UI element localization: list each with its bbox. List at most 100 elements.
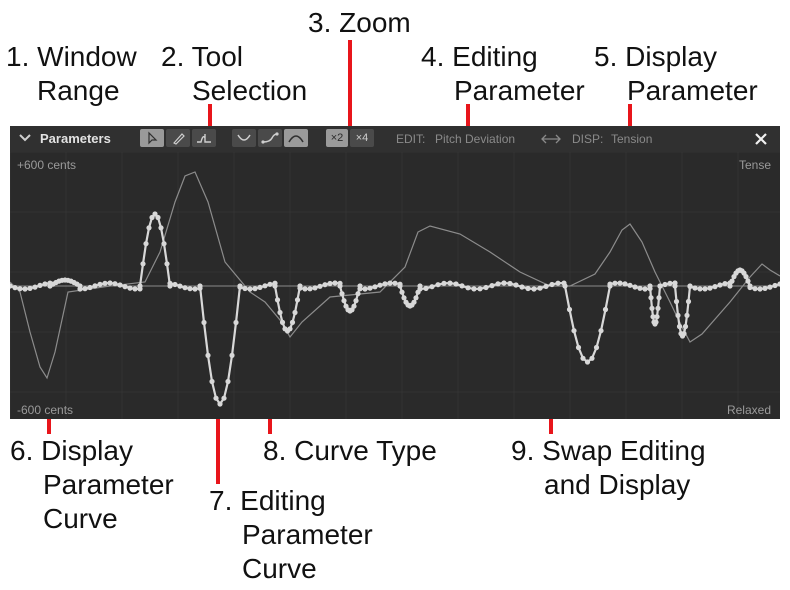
callout-swap-editing-display: 9. Swap Editing and Display	[511, 434, 706, 502]
curve-control-point	[702, 286, 708, 292]
display-parameter-curve	[9, 171, 781, 380]
curve-control-point	[607, 281, 613, 287]
curve-control-point	[423, 285, 429, 291]
curve-control-point	[132, 286, 138, 292]
curve-dip-button[interactable]	[232, 129, 256, 147]
curve-control-point	[667, 280, 673, 286]
callout-text: Parameter	[43, 469, 174, 500]
curve-control-point	[525, 285, 531, 292]
curve-control-point	[593, 344, 600, 351]
panel-title: Parameters	[40, 131, 111, 146]
curve-control-point	[289, 319, 296, 325]
callout-text: Display	[41, 435, 133, 466]
curve-control-point	[197, 283, 203, 289]
curve-control-point	[589, 355, 595, 361]
vibrato-tool-button[interactable]	[192, 129, 216, 147]
parameter-graph-canvas[interactable]	[7, 151, 783, 419]
curve-control-point	[637, 285, 643, 291]
curve-control-point	[192, 286, 198, 292]
curve-control-point	[413, 295, 419, 301]
curve-control-point	[745, 278, 751, 284]
edit-label: EDIT:	[396, 132, 426, 146]
curve-control-point	[697, 286, 703, 292]
curve-control-point	[757, 286, 763, 292]
curve-control-point	[257, 284, 263, 290]
zoom-x4-button[interactable]: ×4	[350, 129, 374, 147]
curve-control-point	[453, 281, 459, 287]
curve-bump-button[interactable]	[284, 129, 308, 147]
curve-control-point	[642, 286, 648, 292]
curve-control-point	[297, 285, 303, 291]
curve-control-point	[762, 285, 768, 291]
callout-number: 6.	[10, 435, 34, 466]
curve-control-point	[684, 312, 690, 318]
curve-control-point	[102, 280, 108, 286]
curve-control-point	[302, 286, 308, 292]
curve-control-point	[575, 344, 582, 351]
swap-arrows-icon[interactable]	[540, 131, 562, 152]
curve-bump-icon	[288, 135, 304, 143]
curve-control-point	[146, 225, 152, 231]
curve-control-point	[332, 280, 338, 286]
close-icon[interactable]	[754, 132, 768, 151]
curve-control-point	[137, 283, 143, 289]
curve-control-point	[32, 284, 38, 290]
curve-control-point	[571, 328, 577, 334]
parameter-graph[interactable]: +600 cents -600 cents Tense Relaxed	[7, 151, 783, 419]
curve-control-point	[143, 241, 149, 247]
curve-control-point	[489, 283, 495, 289]
callout-zoom: 3. Zoom	[308, 6, 411, 40]
curve-control-point	[555, 280, 561, 286]
curve-control-point	[225, 378, 231, 385]
callout-text: Curve	[242, 553, 317, 584]
curve-control-point	[122, 284, 128, 290]
curve-control-point	[92, 283, 98, 289]
curve-control-point	[672, 283, 678, 289]
curve-control-point	[507, 280, 513, 287]
curve-control-point	[399, 289, 405, 295]
zoom-x2-button[interactable]: ×2	[326, 129, 348, 147]
callout-text: Curve Type	[294, 435, 437, 466]
curve-control-point	[242, 285, 248, 292]
curve-control-point	[387, 280, 393, 286]
curve-control-point	[531, 286, 537, 292]
curve-control-point	[294, 297, 301, 303]
callout-text: and Display	[544, 469, 691, 500]
curve-control-point	[17, 286, 23, 292]
select-tool-button[interactable]	[140, 129, 164, 147]
curve-control-point	[622, 281, 628, 287]
chevron-down-icon[interactable]	[18, 131, 32, 150]
curve-control-point	[267, 281, 273, 287]
curve-control-point	[262, 283, 268, 289]
curve-control-point	[97, 281, 103, 287]
display-parameter-select[interactable]: Tension	[611, 132, 653, 146]
curve-control-point	[172, 281, 178, 288]
curve-control-point	[292, 309, 298, 316]
editing-parameter-curve	[9, 212, 781, 406]
callout-text: Parameter	[454, 75, 585, 106]
callout-text: Zoom	[339, 7, 411, 38]
curve-control-point	[22, 286, 28, 292]
curve-control-point	[117, 282, 123, 288]
curve-control-point	[447, 280, 453, 286]
curve-control-point	[647, 283, 653, 289]
curve-control-point	[617, 280, 623, 286]
curve-control-point	[687, 283, 693, 290]
curve-control-point	[465, 285, 471, 291]
pencil-tool-button[interactable]	[166, 129, 190, 147]
callout-number: 3.	[308, 7, 332, 38]
curve-rise-button[interactable]	[258, 129, 282, 147]
curve-control-point	[707, 285, 713, 291]
curve-control-point	[107, 280, 113, 286]
pointer-tool-selection	[208, 104, 212, 128]
disp-label: DISP:	[572, 132, 604, 146]
curve-control-point	[712, 284, 718, 290]
range-bottom-left-label: -600 cents	[17, 403, 74, 417]
curve-control-point	[654, 314, 660, 320]
callout-text: Editing	[240, 485, 326, 516]
curve-control-point	[229, 352, 235, 358]
curve-control-point	[682, 323, 689, 330]
curve-rise-icon	[261, 132, 279, 144]
callout-display-parameter-curve: 6. Display Parameter Curve	[10, 434, 174, 536]
editing-parameter-select[interactable]: Pitch Deviation	[435, 132, 516, 146]
